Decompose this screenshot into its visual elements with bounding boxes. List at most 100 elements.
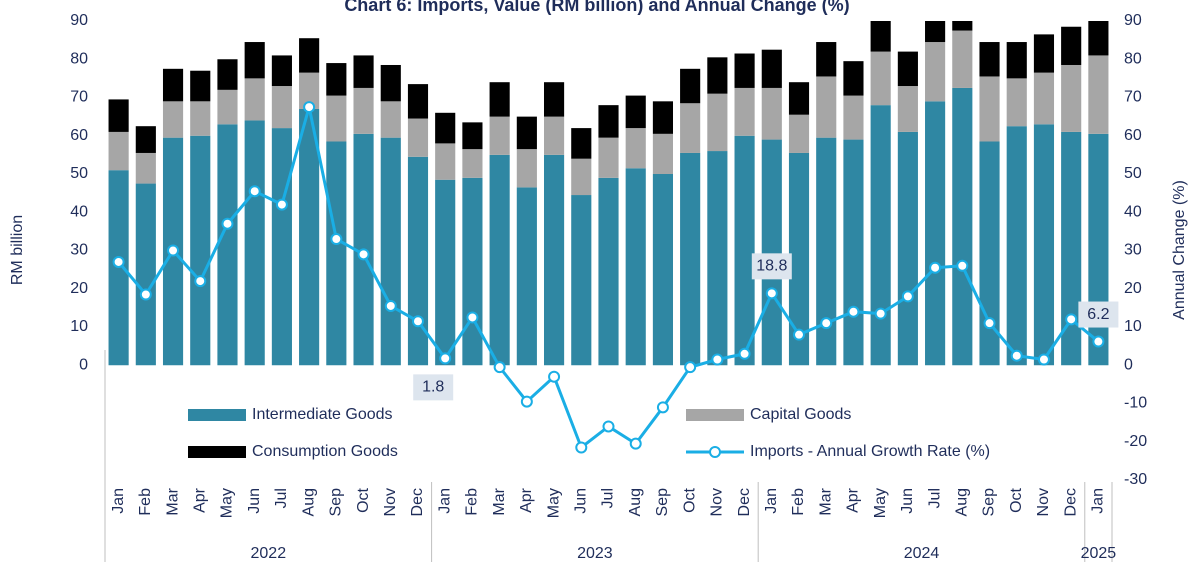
y2-tick-label: 10 <box>1124 318 1142 335</box>
bar-segment <box>952 30 973 88</box>
x-tick-label: Mar <box>817 487 834 515</box>
bar-segment <box>190 101 211 136</box>
y2-tick-label: -10 <box>1124 395 1147 412</box>
growth-marker <box>194 275 207 288</box>
bar-segment <box>516 187 537 366</box>
growth-marker <box>656 401 669 414</box>
x-tick-label: Feb <box>790 488 807 516</box>
bar-segment <box>489 154 510 366</box>
x-tick-label: Aug <box>300 488 317 516</box>
growth-marker <box>1065 313 1078 326</box>
y-tick-label: 60 <box>70 127 88 144</box>
x-tick-label: Jul <box>600 488 617 508</box>
y-tick-label: 40 <box>70 203 88 220</box>
growth-marker <box>929 261 942 274</box>
growth-marker <box>548 370 561 383</box>
bar-segment <box>326 95 347 142</box>
bar-segment <box>489 116 510 155</box>
bar-segment <box>244 78 265 121</box>
y2-tick-label: -20 <box>1124 433 1147 450</box>
x-tick-label: May <box>219 488 236 518</box>
legend-swatch <box>686 409 744 421</box>
growth-marker <box>167 244 180 257</box>
x-tick-label: Apr <box>191 487 208 513</box>
bar-segment <box>1088 21 1109 56</box>
bar-segment <box>162 68 184 102</box>
bar-segment <box>870 21 891 52</box>
growth-marker <box>1092 335 1105 348</box>
growth-marker <box>983 317 996 330</box>
growth-marker <box>602 420 615 433</box>
bar-segment <box>380 137 401 366</box>
x-tick-label: Jun <box>246 488 263 514</box>
data-label-box <box>413 374 454 401</box>
growth-marker <box>303 101 316 114</box>
x-tick-label: Jul <box>926 488 943 508</box>
data-label: 6.2 <box>1087 306 1109 323</box>
y-tick-label: 10 <box>70 318 88 335</box>
y2-tick-label: 50 <box>1124 165 1142 182</box>
x-tick-label: May <box>545 488 562 518</box>
x-tick-label: Sep <box>654 488 671 517</box>
x-tick-label: Mar <box>164 487 181 515</box>
bar-segment <box>271 86 292 129</box>
bar-segment <box>407 118 429 157</box>
bar-segment <box>435 143 456 180</box>
bar-segment <box>707 93 728 152</box>
bar-segment <box>1088 133 1109 366</box>
group-label: 2023 <box>577 545 613 562</box>
bar-segment <box>897 131 918 366</box>
bar-segment <box>925 42 946 102</box>
x-tick-label: Nov <box>382 488 399 516</box>
bar-segment <box>816 42 837 77</box>
growth-marker <box>711 353 724 366</box>
legend-label: Intermediate Goods <box>252 406 393 423</box>
bar-segment <box>108 131 129 171</box>
bar-segment <box>598 105 619 138</box>
bar-segment <box>761 87 782 140</box>
bar-segment <box>135 183 156 366</box>
bar-segment <box>598 177 619 366</box>
growth-marker <box>330 233 343 246</box>
x-tick-label: Dec <box>736 488 753 516</box>
bar-segment <box>190 70 211 102</box>
y-axis-label: RM billion <box>9 215 26 285</box>
bar-segment <box>897 51 918 87</box>
group-label: 2024 <box>904 545 940 562</box>
bar-segment <box>625 168 646 366</box>
bar-segment <box>571 158 592 196</box>
bar-segment <box>217 89 238 125</box>
growth-marker <box>439 352 452 365</box>
bar-segment <box>734 53 755 88</box>
bar-segment <box>462 122 483 150</box>
bar-segment <box>571 128 592 159</box>
growth-marker <box>493 361 506 374</box>
growth-marker <box>275 198 288 211</box>
y-tick-label: 50 <box>70 165 88 182</box>
chart-title: Chart 6: Imports, Value (RM billion) and… <box>344 0 849 15</box>
bar-segment <box>435 112 456 144</box>
bar-segment <box>707 57 728 94</box>
bar-segment <box>897 86 918 132</box>
x-tick-label: Jun <box>899 488 916 514</box>
bar-segment <box>870 51 891 106</box>
growth-marker <box>820 317 833 330</box>
bar-segment <box>1006 78 1027 127</box>
x-tick-label: Dec <box>1062 488 1079 516</box>
x-tick-label: Apr <box>518 487 535 513</box>
data-label: 18.8 <box>756 258 787 275</box>
growth-marker <box>684 361 697 374</box>
bar-segment <box>353 55 374 88</box>
data-label-box <box>1078 301 1119 328</box>
group-label: 2025 <box>1081 545 1117 562</box>
x-tick-label: Nov <box>1035 488 1052 516</box>
growth-marker <box>221 217 234 230</box>
bar-segment <box>108 99 129 132</box>
x-tick-label: Jun <box>573 488 590 514</box>
bar-segment <box>217 59 238 90</box>
data-label-box <box>751 253 792 280</box>
bar-segment <box>135 126 156 153</box>
bar-segment <box>1088 55 1109 134</box>
x-tick-label: Jul <box>273 488 290 508</box>
